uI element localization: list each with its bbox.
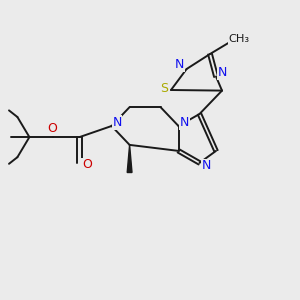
Text: N: N <box>112 116 122 129</box>
Text: S: S <box>160 82 168 95</box>
Text: CH₃: CH₃ <box>229 34 250 44</box>
Text: N: N <box>180 116 189 129</box>
Text: O: O <box>48 122 57 135</box>
Text: N: N <box>175 58 184 71</box>
Polygon shape <box>127 145 132 172</box>
Text: N: N <box>217 66 227 80</box>
Text: N: N <box>201 159 211 172</box>
Text: O: O <box>82 158 92 172</box>
